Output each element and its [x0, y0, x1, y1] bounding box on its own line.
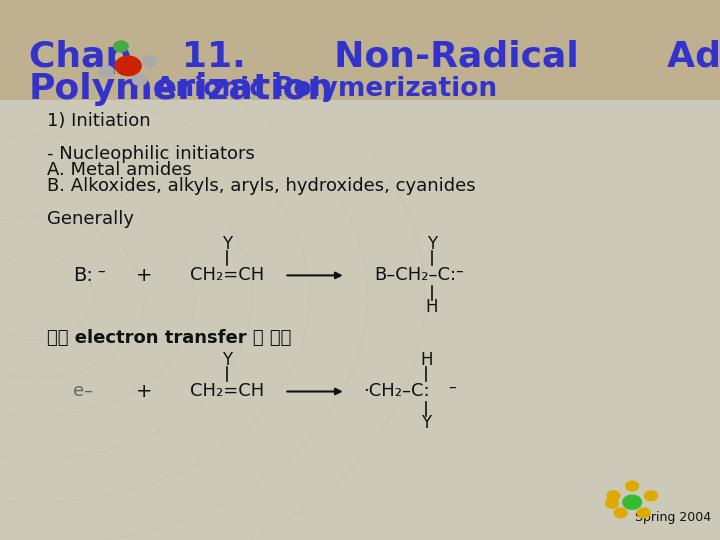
- Circle shape: [637, 508, 650, 518]
- Text: H: H: [426, 298, 438, 316]
- Text: Y: Y: [427, 235, 437, 253]
- Text: 1) Initiation: 1) Initiation: [47, 112, 150, 131]
- Text: Y: Y: [421, 414, 431, 432]
- Text: B–CH₂–C:: B–CH₂–C:: [374, 266, 456, 285]
- Text: Polymerization: Polymerization: [29, 72, 334, 106]
- Text: –: –: [97, 264, 104, 279]
- Text: –: –: [449, 380, 456, 395]
- Circle shape: [114, 41, 128, 52]
- Text: CH₂=CH: CH₂=CH: [189, 382, 264, 401]
- Circle shape: [644, 491, 657, 501]
- FancyBboxPatch shape: [0, 100, 720, 540]
- Circle shape: [607, 491, 620, 501]
- Text: Spring 2004: Spring 2004: [635, 511, 711, 524]
- Text: A. Metal amides: A. Metal amides: [47, 161, 192, 179]
- Text: 또한 electron transfer 도 가능: 또한 electron transfer 도 가능: [47, 328, 291, 347]
- Circle shape: [99, 66, 114, 77]
- Text: +: +: [136, 382, 152, 401]
- Text: +: +: [136, 266, 152, 285]
- Circle shape: [626, 481, 639, 491]
- Text: e–: e–: [73, 382, 93, 401]
- Text: B. Alkoxides, alkyls, aryls, hydroxides, cyanides: B. Alkoxides, alkyls, aryls, hydroxides,…: [47, 177, 475, 195]
- Text: Y: Y: [222, 235, 232, 253]
- Text: ·CH₂–C:: ·CH₂–C:: [364, 382, 431, 401]
- Circle shape: [606, 498, 618, 508]
- Circle shape: [143, 56, 157, 67]
- Circle shape: [115, 56, 141, 76]
- Text: –: –: [456, 264, 463, 279]
- Text: Y: Y: [222, 351, 232, 369]
- Circle shape: [132, 75, 147, 85]
- Text: Chap    11.       Non-Radical       Addition: Chap 11. Non-Radical Addition: [29, 40, 720, 73]
- Circle shape: [623, 495, 642, 509]
- Text: - Nucleophilic initiators: - Nucleophilic initiators: [47, 145, 255, 163]
- Text: Generally: Generally: [47, 210, 134, 228]
- Text: B:: B:: [73, 266, 93, 285]
- Circle shape: [614, 508, 627, 518]
- Text: H: H: [420, 351, 433, 369]
- Text: Anionic Polymerization: Anionic Polymerization: [155, 76, 497, 102]
- Text: CH₂=CH: CH₂=CH: [189, 266, 264, 285]
- FancyBboxPatch shape: [0, 0, 720, 100]
